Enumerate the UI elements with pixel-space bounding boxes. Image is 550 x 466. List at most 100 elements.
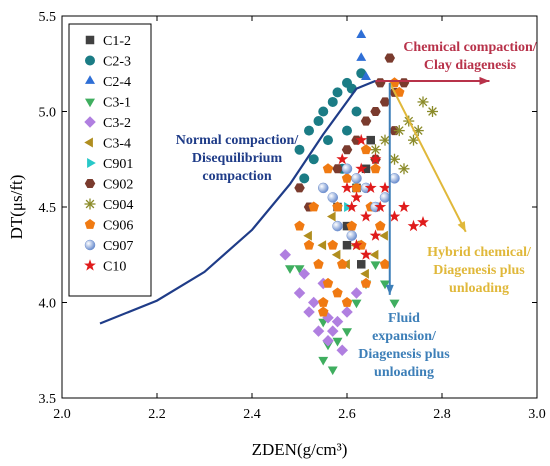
x-tick-label: 2.2 [148,407,166,422]
data-point [350,191,363,203]
series-c10 [336,133,429,260]
series-c2-4 [356,29,371,80]
fluid-expansion-arrow [385,82,394,295]
data-point [327,366,338,376]
annotation-line: unloading [374,365,434,380]
data-point [417,216,429,228]
legend-label: C907 [103,239,133,254]
legend-marker [84,259,96,271]
data-point [417,96,429,108]
data-point [327,211,336,222]
legend-marker [84,116,96,128]
asterisk-stroke [409,135,418,145]
chemical-compaction-arrow [375,76,490,85]
annotation-line: Fluid [388,311,420,326]
data-point [308,296,320,309]
x-tick-label: 2.4 [243,407,261,422]
data-point [360,116,372,126]
asterisk-stroke [390,154,399,164]
legend-label: C3-1 [103,96,131,111]
legend-item: C2-4 [85,75,131,90]
data-point [327,96,338,107]
data-point [346,220,357,231]
data-point [398,78,410,88]
x-tick-label: 3.0 [528,407,546,422]
legend-marker [85,75,95,84]
legend-marker [84,137,93,148]
data-point [398,200,410,213]
annotation-line: Disequilibrium [192,151,283,166]
data-point [360,268,369,279]
data-point [342,328,352,337]
data-point [350,287,363,299]
legend-marker [85,98,95,108]
data-point [342,240,352,250]
data-point [366,135,375,145]
legend-label: C2-3 [103,55,131,70]
y-tick-label: 4.5 [39,201,57,216]
data-point [327,239,338,250]
data-point [379,181,391,193]
arrow-head [479,76,490,85]
data-point [308,201,319,212]
asterisk-stroke [399,164,409,174]
data-point [407,219,420,232]
data-point [361,71,371,80]
annotation-line: Clay diagenesis [424,58,517,73]
data-point [341,145,353,155]
data-point [341,297,353,307]
data-point [327,192,338,203]
data-point [318,306,329,317]
arrow-head [457,221,466,232]
data-point [356,29,367,38]
x-tick-label: 2.0 [53,407,71,422]
data-point [351,299,362,309]
legend-label: C2-4 [103,75,131,90]
data-point [308,154,319,165]
annotation-line: Diagenesis plus [358,347,450,362]
data-point [355,133,368,146]
legend-label: C1-2 [103,34,131,49]
legend-label: C902 [103,178,133,193]
series-c907 [318,163,400,241]
annotation-line: compaction [202,169,271,184]
data-point [294,144,305,155]
data-point [360,144,372,155]
legend-marker [85,35,95,45]
legend-label: C3-4 [103,137,131,152]
data-point [389,173,400,184]
data-point [389,153,400,165]
legend-item: C901 [87,157,133,172]
data-point [357,260,366,269]
data-point [370,261,381,270]
data-point [285,265,295,274]
legend-item: C904 [84,198,133,213]
data-point [389,299,400,309]
legend-marker [84,239,96,251]
data-point [294,220,305,231]
data-point [327,325,339,337]
annotation-2: Normal compaction/Disequilibrium compacti… [176,133,300,184]
data-point [318,106,329,117]
legend-marker [84,179,96,188]
legend-label: C3-2 [103,116,131,131]
data-point [360,210,372,222]
hybrid-chemical-arrow [388,82,467,233]
data-point [341,163,353,175]
asterisk-stroke [418,97,428,107]
x-tick-label: 2.6 [338,407,356,422]
data-point [342,125,352,136]
data-point [341,306,353,318]
data-point [304,125,314,136]
annotation-line: expansion/ [372,329,437,344]
annotation-line: unloading [449,281,509,296]
data-point [369,229,382,241]
legend-marker [85,55,95,66]
data-point [342,221,352,231]
data-point [398,163,410,175]
y-tick-label: 3.5 [39,392,57,407]
data-point [336,344,348,356]
data-point [322,277,334,288]
data-point [393,125,405,137]
legend-item: C10 [84,259,126,275]
